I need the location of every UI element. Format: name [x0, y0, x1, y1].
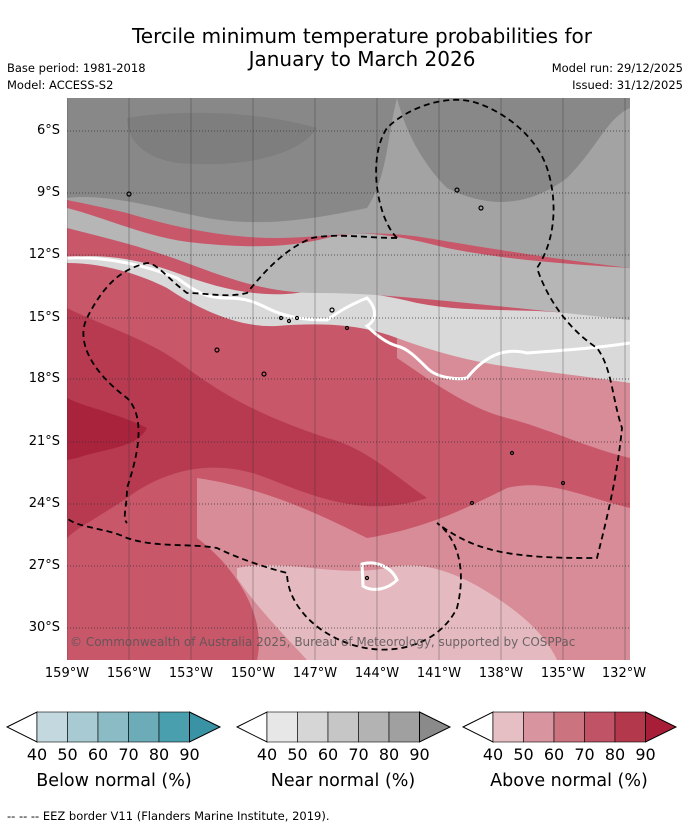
- base-period: Base period: 1981-2018: [7, 61, 146, 75]
- near-normal-60-band: [67, 208, 630, 320]
- colorbar-tick-label: 40: [482, 745, 504, 764]
- lon-label-150w: 150°W: [230, 666, 276, 681]
- colorbar-overflow-arrow: [189, 711, 222, 743]
- eez-border-north-section: [82, 234, 398, 524]
- lon-label-144w: 144°W: [354, 666, 400, 681]
- colorbar-above-normal: [462, 711, 678, 743]
- lat-gridlines: [67, 130, 630, 629]
- lon-label-132w: 132°W: [601, 666, 647, 681]
- colorbar-tick-label: 90: [409, 745, 430, 764]
- above-normal-90-zone: [67, 398, 147, 460]
- colorbar-tick-label: 50: [513, 745, 534, 764]
- colorbar-tick-label: 90: [635, 745, 656, 764]
- lat-label-21s: 21°S: [28, 434, 60, 449]
- colorbar-cell: [327, 711, 359, 743]
- colorbar-tick-label: 70: [348, 745, 369, 764]
- colorbar-tick-label: 60: [87, 745, 109, 764]
- colorbar-below-normal: [6, 711, 222, 743]
- dominant-category-boundary: [67, 256, 630, 381]
- map-title-line2: January to March 2026: [248, 47, 476, 71]
- colorbar-tick-label: 60: [543, 745, 565, 764]
- colorbar-tick-label: 70: [574, 745, 595, 764]
- model-run: Model run: 29/12/2025: [551, 61, 683, 75]
- lon-label-159w: 159°W: [44, 666, 90, 681]
- above-normal-50-zone: [237, 565, 557, 660]
- colorbar-near-normal: [236, 711, 452, 743]
- colorbar-underflow-arrow: [462, 711, 494, 743]
- colorbar-cell: [584, 711, 616, 743]
- colorbar-tick-label: 50: [57, 745, 78, 764]
- colorbar-below-normal-cells: [6, 711, 222, 743]
- colorbar-cell: [492, 711, 524, 743]
- lon-label-153w: 153°W: [168, 666, 214, 681]
- above-normal-label: Above normal (%): [490, 771, 648, 791]
- colorbar-underflow-arrow: [6, 711, 38, 743]
- colorbar-tick-label: 80: [148, 745, 170, 764]
- colorbar-cell: [358, 711, 390, 743]
- lat-label-12s: 12°S: [28, 247, 60, 262]
- near-normal-label: Near normal (%): [270, 771, 416, 791]
- lon-label-141w: 141°W: [416, 666, 462, 681]
- issued-date: Issued: 31/12/2025: [572, 78, 683, 92]
- colorbar-underflow-arrow: [236, 711, 268, 743]
- colorbar-near-normal-cells: [236, 711, 452, 743]
- eez-footnote: -- -- -- EEZ border V11 (Flanders Marine…: [7, 809, 330, 823]
- lat-label-24s: 24°S: [28, 496, 60, 511]
- islands: [126, 187, 566, 581]
- colorbar-cell: [266, 711, 298, 743]
- near-normal-90-patch: [127, 112, 317, 165]
- lat-label-27s: 27°S: [28, 558, 60, 573]
- colorbar-cell: [388, 711, 420, 743]
- below-normal-label: Below normal (%): [36, 771, 192, 791]
- colorbar-cell: [614, 711, 646, 743]
- colorbar-cell: [553, 711, 585, 743]
- colorbar-tick-label: 80: [604, 745, 626, 764]
- eez-border: [67, 99, 623, 651]
- lon-label-138w: 138°W: [478, 666, 524, 681]
- probability-map: © Commonwealth of Australia 2025, Bureau…: [67, 98, 630, 660]
- lon-label-156w: 156°W: [106, 666, 152, 681]
- colorbar-tick-label: 50: [287, 745, 308, 764]
- colorbar-cell: [97, 711, 129, 743]
- colorbar-tick-label: 40: [256, 745, 278, 764]
- colorbar-cell: [128, 711, 160, 743]
- colorbar-overflow-arrow: [645, 711, 678, 743]
- lon-label-147w: 147°W: [292, 666, 338, 681]
- lat-label-15s: 15°S: [28, 310, 60, 325]
- lat-label-30s: 30°S: [28, 620, 60, 635]
- colorbar-cell: [36, 711, 68, 743]
- near-normal-50-band: [67, 256, 630, 383]
- colorbar-tick-label: 70: [118, 745, 139, 764]
- colorbar-overflow-arrow: [419, 711, 452, 743]
- map-title-line1: Tercile minimum temperature probabilitie…: [131, 24, 593, 48]
- copyright-notice: © Commonwealth of Australia 2025, Bureau…: [70, 635, 575, 649]
- lon-label-135w: 135°W: [540, 666, 586, 681]
- colorbar-cell: [297, 711, 329, 743]
- white-contour-southern-patch: [360, 561, 399, 591]
- colorbar-tick-label: 90: [179, 745, 200, 764]
- colorbar-tick-label: 80: [378, 745, 400, 764]
- colorbar-cell: [67, 711, 99, 743]
- lat-label-6s: 6°S: [36, 123, 60, 138]
- colorbar-tick-label: 40: [26, 745, 48, 764]
- colorbar-above-normal-cells: [462, 711, 678, 743]
- above-normal-80-zone: [67, 308, 427, 538]
- colorbar-tick-label: 60: [317, 745, 339, 764]
- lat-label-18s: 18°S: [28, 371, 60, 386]
- colorbar-cell: [523, 711, 555, 743]
- colorbar-cell: [158, 711, 190, 743]
- model-name: Model: ACCESS-S2: [7, 78, 114, 92]
- lat-label-9s: 9°S: [36, 185, 60, 200]
